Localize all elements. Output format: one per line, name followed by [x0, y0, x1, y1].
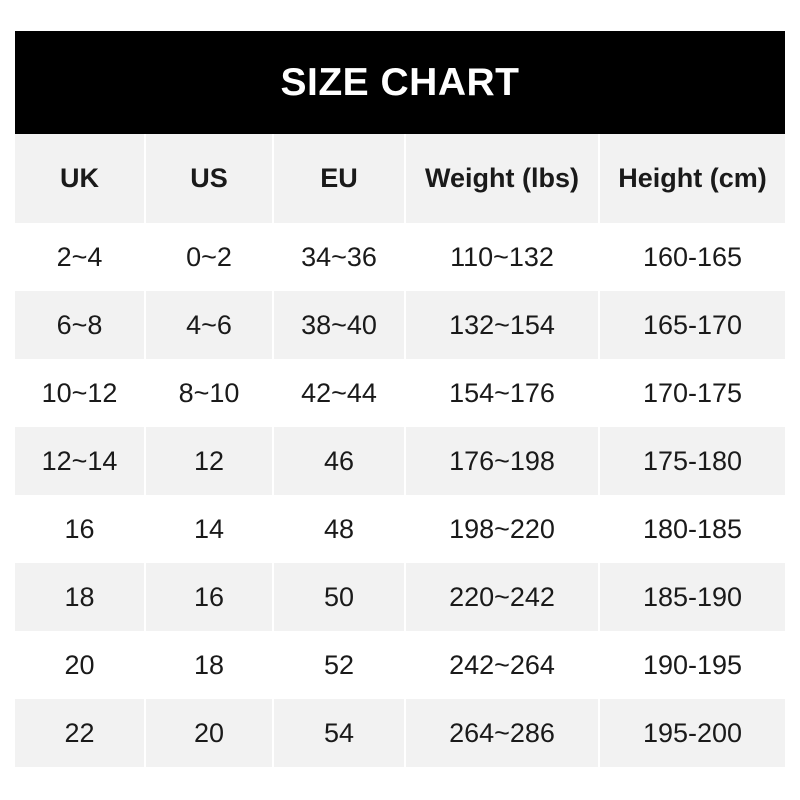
cell-eu: 52: [274, 631, 406, 699]
cell-height: 180-185: [600, 495, 785, 563]
cell-eu: 34~36: [274, 223, 406, 291]
cell-eu: 48: [274, 495, 406, 563]
column-header-weight: Weight (lbs): [406, 134, 600, 223]
cell-weight: 110~132: [406, 223, 600, 291]
cell-uk: 22: [15, 699, 146, 767]
cell-us: 4~6: [146, 291, 274, 359]
cell-weight: 220~242: [406, 563, 600, 631]
cell-eu: 54: [274, 699, 406, 767]
cell-weight: 132~154: [406, 291, 600, 359]
cell-height: 165-170: [600, 291, 785, 359]
cell-height: 185-190: [600, 563, 785, 631]
table-row: 22 20 54 264~286 195-200: [15, 699, 785, 767]
cell-us: 18: [146, 631, 274, 699]
column-header-height: Height (cm): [600, 134, 785, 223]
cell-weight: 176~198: [406, 427, 600, 495]
cell-us: 16: [146, 563, 274, 631]
cell-weight: 154~176: [406, 359, 600, 427]
cell-uk: 18: [15, 563, 146, 631]
column-header-us: US: [146, 134, 274, 223]
cell-eu: 42~44: [274, 359, 406, 427]
cell-eu: 50: [274, 563, 406, 631]
table-body: 2~4 0~2 34~36 110~132 160-165 6~8 4~6 38…: [15, 223, 785, 767]
column-header-eu: EU: [274, 134, 406, 223]
cell-height: 190-195: [600, 631, 785, 699]
cell-height: 175-180: [600, 427, 785, 495]
table-row: 18 16 50 220~242 185-190: [15, 563, 785, 631]
cell-height: 170-175: [600, 359, 785, 427]
cell-uk: 20: [15, 631, 146, 699]
cell-us: 14: [146, 495, 274, 563]
cell-uk: 2~4: [15, 223, 146, 291]
size-chart-table: UK US EU Weight (lbs) Height (cm) 2~4 0~…: [15, 134, 785, 767]
table-row: 10~12 8~10 42~44 154~176 170-175: [15, 359, 785, 427]
cell-height: 160-165: [600, 223, 785, 291]
cell-uk: 16: [15, 495, 146, 563]
cell-height: 195-200: [600, 699, 785, 767]
table-row: 20 18 52 242~264 190-195: [15, 631, 785, 699]
cell-us: 12: [146, 427, 274, 495]
cell-weight: 264~286: [406, 699, 600, 767]
cell-eu: 38~40: [274, 291, 406, 359]
table-header: UK US EU Weight (lbs) Height (cm): [15, 134, 785, 223]
cell-uk: 10~12: [15, 359, 146, 427]
cell-us: 20: [146, 699, 274, 767]
table-row: 2~4 0~2 34~36 110~132 160-165: [15, 223, 785, 291]
cell-uk: 12~14: [15, 427, 146, 495]
column-header-uk: UK: [15, 134, 146, 223]
cell-uk: 6~8: [15, 291, 146, 359]
cell-eu: 46: [274, 427, 406, 495]
table-row: 16 14 48 198~220 180-185: [15, 495, 785, 563]
table-header-row: UK US EU Weight (lbs) Height (cm): [15, 134, 785, 223]
cell-weight: 242~264: [406, 631, 600, 699]
table-row: 12~14 12 46 176~198 175-180: [15, 427, 785, 495]
title-banner: SIZE CHART: [15, 31, 785, 134]
cell-weight: 198~220: [406, 495, 600, 563]
cell-us: 0~2: [146, 223, 274, 291]
cell-us: 8~10: [146, 359, 274, 427]
page-title: SIZE CHART: [280, 61, 520, 104]
table-row: 6~8 4~6 38~40 132~154 165-170: [15, 291, 785, 359]
